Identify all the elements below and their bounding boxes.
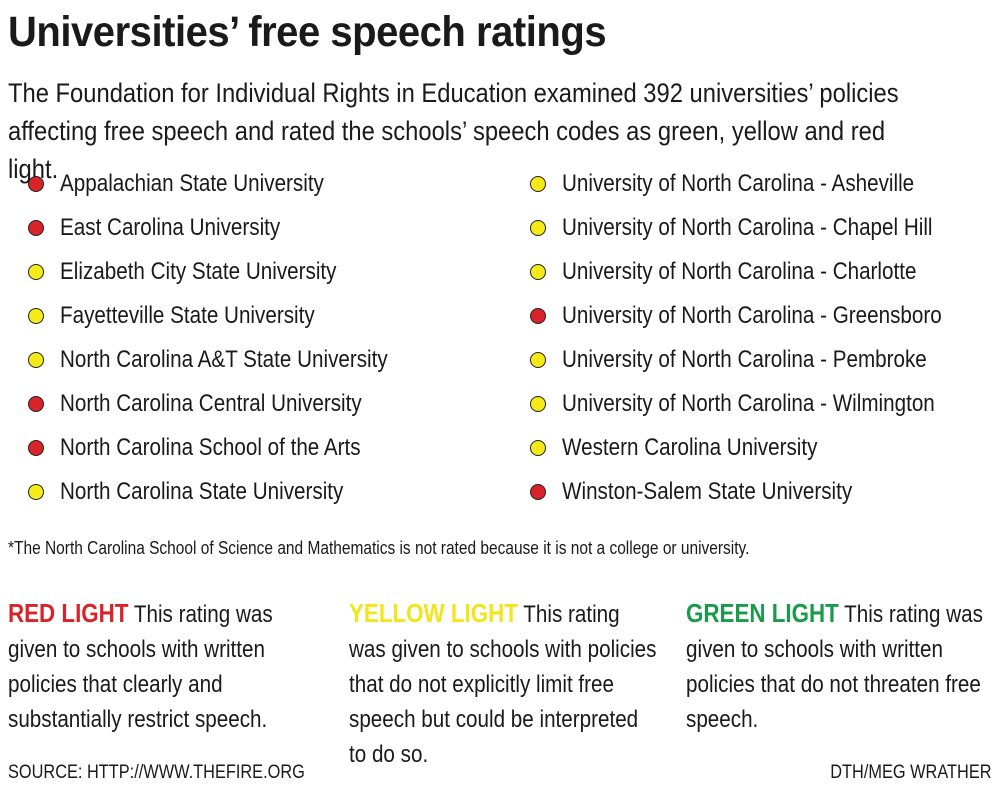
legend-text: This rating was given to schools with po… [349,601,657,768]
credit-line: DTH/MEG WRATHER [830,762,992,783]
school-list-right: University of North Carolina - Asheville… [530,162,1000,514]
legend-green-light: GREEN LIGHT This rating was given to sch… [686,596,1000,737]
legend-red-light: RED LIGHT This rating was given to schoo… [8,596,373,737]
school-name: University of North Carolina - Asheville [562,170,915,197]
list-item: University of North Carolina - Pembroke [530,338,1000,382]
list-item: University of North Carolina - Greensbor… [530,294,1000,338]
list-item: University of North Carolina - Charlotte [530,250,1000,294]
school-name: University of North Carolina - Greensbor… [562,302,942,329]
school-name: Appalachian State University [60,170,324,197]
rating-dot-icon [28,396,44,412]
school-name: University of North Carolina - Wilmingto… [562,390,935,417]
legend-text: This rating was given to schools with wr… [686,601,983,733]
list-item: North Carolina Central University [28,382,441,426]
list-item: East Carolina University [28,206,441,250]
rating-dot-icon [530,176,546,192]
rating-dot-icon [530,484,546,500]
list-item: University of North Carolina - Chapel Hi… [530,206,1000,250]
list-item: University of North Carolina - Wilmingto… [530,382,1000,426]
legend-heading: GREEN LIGHT [686,598,839,628]
legend-text: This rating was given to schools with wr… [8,601,273,733]
list-item: Elizabeth City State University [28,250,441,294]
school-name: North Carolina School of the Arts [60,434,361,461]
list-item: North Carolina A&T State University [28,338,441,382]
rating-dot-icon [28,352,44,368]
source-line: SOURCE: HTTP://WWW.THEFIRE.ORG [8,762,305,783]
school-name: University of North Carolina - Charlotte [562,258,917,285]
school-name: Fayetteville State University [60,302,315,329]
rating-dot-icon [530,220,546,236]
rating-dot-icon [530,396,546,412]
rating-dot-icon [530,440,546,456]
legend-heading: YELLOW LIGHT [349,598,518,628]
rating-dot-icon [28,220,44,236]
school-name: University of North Carolina - Chapel Hi… [562,214,933,241]
rating-dot-icon [28,176,44,192]
school-name: North Carolina A&T State University [60,346,388,373]
legend-heading: RED LIGHT [8,598,129,628]
footnote: *The North Carolina School of Science an… [8,538,750,558]
list-item: Appalachian State University [28,162,441,206]
list-item: University of North Carolina - Asheville [530,162,1000,206]
school-list-left: Appalachian State University East Caroli… [28,162,441,514]
rating-dot-icon [530,352,546,368]
school-name: North Carolina State University [60,478,344,505]
rating-dot-icon [530,308,546,324]
school-name: University of North Carolina - Pembroke [562,346,927,373]
school-name: Western Carolina University [562,434,818,461]
list-item: Winston-Salem State University [530,470,1000,514]
page-title: Universities’ free speech ratings [8,8,607,56]
rating-dot-icon [28,440,44,456]
rating-dot-icon [28,264,44,280]
list-item: North Carolina State University [28,470,441,514]
list-item: Western Carolina University [530,426,1000,470]
rating-dot-icon [28,308,44,324]
school-name: East Carolina University [60,214,281,241]
list-item: North Carolina School of the Arts [28,426,441,470]
school-name: North Carolina Central University [60,390,362,417]
list-item: Fayetteville State University [28,294,441,338]
rating-dot-icon [28,484,44,500]
school-name: Elizabeth City State University [60,258,337,285]
rating-dot-icon [530,264,546,280]
legend-yellow-light: YELLOW LIGHT This rating was given to sc… [349,596,709,772]
school-name: Winston-Salem State University [562,478,853,505]
subtitle: The Foundation for Individual Rights in … [8,78,899,184]
